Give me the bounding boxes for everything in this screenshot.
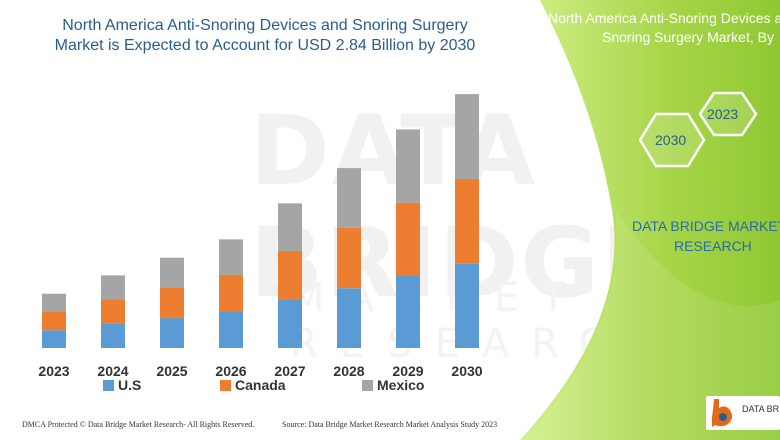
- panel-title: North America Anti-Snoring Devices and S…: [548, 9, 780, 47]
- hexagon-2030: [638, 112, 706, 168]
- bar-canada-2023: [42, 312, 66, 331]
- legend-swatch-us: [103, 380, 114, 391]
- bar-canada-2030: [455, 178, 479, 264]
- bar-mexico-2023: [42, 293, 66, 312]
- hex-year-2023: 2023: [707, 106, 739, 122]
- bar-canada-2024: [101, 299, 125, 324]
- bar-canada-2029: [396, 202, 420, 276]
- bar-canada-2028: [337, 227, 361, 289]
- panel-title-line1: North America Anti-Snoring Devices and: [548, 10, 780, 26]
- bar-us-2023: [42, 330, 66, 348]
- x-tick-label: 2026: [215, 363, 246, 379]
- panel-title-line2: Snoring Surgery Market, By: [602, 29, 774, 45]
- x-tick-label: 2029: [392, 363, 423, 379]
- bar-mexico-2030: [455, 94, 479, 179]
- legend-swatch-canada: [220, 380, 231, 391]
- legend-label: Mexico: [377, 377, 424, 393]
- x-tick-label: 2027: [274, 363, 305, 379]
- bar-mexico-2024: [101, 275, 125, 300]
- bar-mexico-2027: [278, 203, 302, 251]
- logo-mark-icon: [712, 399, 733, 427]
- bar-us-2025: [160, 318, 184, 348]
- x-tick-label: 2023: [38, 363, 69, 379]
- legend-label: U.S: [118, 377, 141, 393]
- panel-company-name: DATA BRIDGE MARKET RESEARCH: [632, 216, 780, 256]
- x-tick-label: 2025: [156, 363, 187, 379]
- bar-canada-2025: [160, 287, 184, 319]
- bar-canada-2026: [219, 274, 243, 312]
- footer-copyright: DMCA Protected © Data Bridge Market Rese…: [22, 420, 255, 429]
- bar-us-2026: [219, 312, 243, 348]
- legend-label: Canada: [235, 377, 286, 393]
- hexagon-2023: [698, 91, 758, 137]
- bar-us-2030: [455, 263, 479, 348]
- x-tick-label: 2028: [333, 363, 364, 379]
- panel-company-line1: DATA BRIDGE MARKET: [632, 218, 780, 234]
- panel-company-line2: RESEARCH: [674, 238, 752, 254]
- stacked-bar-chart: 2023 2024 2025 2026 2027 2028 2029 2030 U.S Canad…: [38, 94, 483, 393]
- bar-us-2027: [278, 299, 302, 348]
- footer-source: Source: Data Bridge Market Research Mark…: [282, 420, 498, 429]
- logo-text: DATA BRIDGE: [742, 404, 780, 414]
- bar-us-2029: [396, 276, 420, 348]
- bar-mexico-2028: [337, 168, 361, 228]
- x-tick-label: 2030: [451, 363, 482, 379]
- bar-mexico-2026: [219, 239, 243, 275]
- chart-title: North America Anti-Snoring Devices and S…: [50, 16, 480, 56]
- bar-mexico-2029: [396, 129, 420, 203]
- legend-swatch-mexico: [362, 380, 373, 391]
- bar-canada-2027: [278, 250, 302, 300]
- chart-title-line1: North America Anti-Snoring Devices and S…: [62, 17, 468, 34]
- bar-us-2024: [101, 323, 125, 348]
- bar-mexico-2025: [160, 257, 184, 288]
- hex-year-2030: 2030: [655, 132, 687, 148]
- x-tick-label: 2024: [97, 363, 128, 379]
- bar-us-2028: [337, 288, 361, 348]
- chart-title-line2: Market is Expected to Account for USD 2.…: [54, 37, 476, 54]
